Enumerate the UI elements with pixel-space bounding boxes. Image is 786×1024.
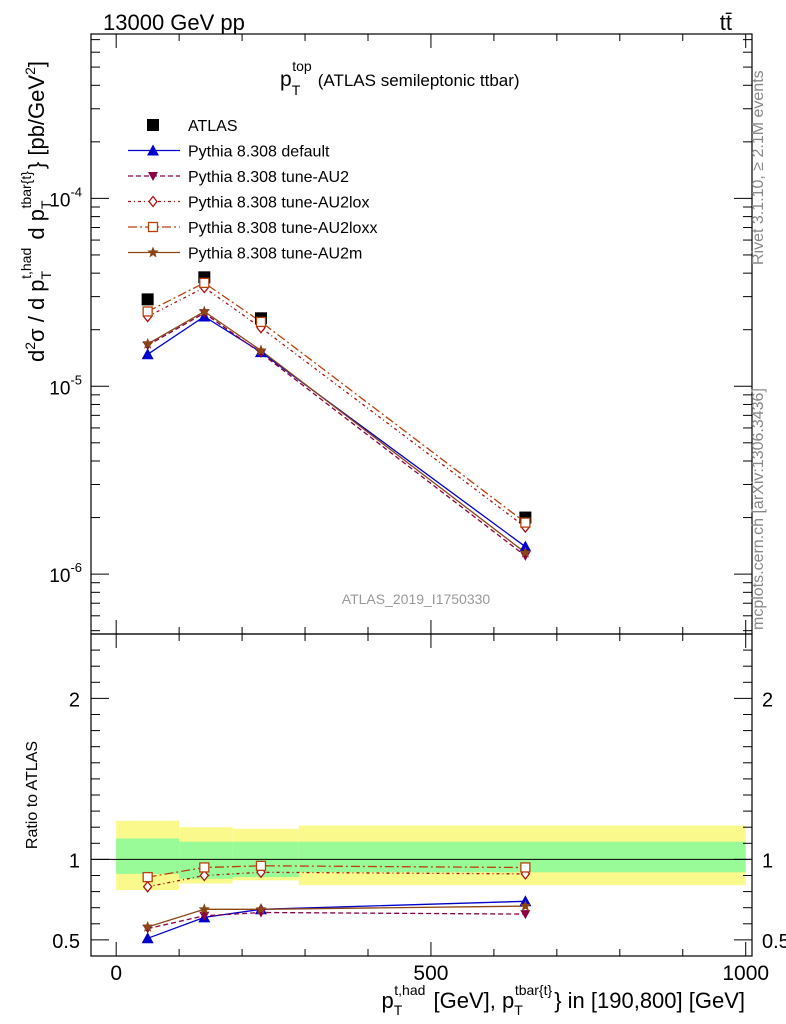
analysis-id: ATLAS_2019_I1750330 — [342, 591, 491, 607]
ratio-point-au2lox — [199, 869, 210, 882]
ratio-point-au2m — [142, 921, 154, 932]
ratio-y-tick-label-right: 0.5 — [762, 931, 786, 953]
legend-marker-au2 — [148, 172, 158, 181]
ratio-point-au2m — [198, 903, 210, 915]
data-point-au2m — [255, 344, 267, 356]
legend-marker-au2m — [147, 246, 159, 258]
ratio-y-tick-label-right: 2 — [762, 689, 773, 711]
process-label: tt̄ — [720, 10, 732, 35]
ratio-panel: 0 500 1000 0.5 0.5 1 1 2 2 — [52, 633, 786, 985]
ratio-point-au2loxx — [255, 860, 267, 871]
legend: ATLAS Pythia 8.308 default Pythia 8.308 tu… — [128, 118, 377, 263]
series-line-au2lox — [147, 286, 526, 528]
series-line-au2 — [147, 312, 526, 557]
x-tick-label: 0 — [110, 962, 122, 985]
ratio-band-inner — [116, 838, 180, 874]
x-tick-label: 500 — [413, 962, 448, 985]
ratio-point-au2m — [255, 903, 267, 915]
y-tick-label: 10-5 — [49, 372, 82, 399]
main-panel: pTtop (ATLAS semileptonic ttbar) ATLAS Pyt… — [49, 33, 753, 635]
mcplots-label: mcplots.cern.ch [arXiv:1306.3436] — [750, 388, 767, 630]
data-point-default — [141, 348, 154, 360]
y-tick-label: 10-4 — [49, 184, 82, 211]
data-point-au2loxx — [199, 277, 210, 289]
ratio-y-tick-label: 0.5 — [52, 931, 80, 953]
ratio-point-au2lox — [142, 880, 153, 893]
ratio-y-tick-label: 1 — [69, 850, 80, 872]
legend-label-au2: Pythia 8.308 tune-AU2 — [188, 169, 349, 186]
energy-label: 13000 GeV pp — [103, 10, 245, 35]
series-line-au2loxx — [147, 282, 526, 524]
ratio-y-tick-label-right: 1 — [762, 850, 773, 872]
ratio-line-au2lox — [147, 871, 526, 888]
data-point-au2m — [142, 337, 154, 349]
data-point-au2loxx — [255, 316, 267, 328]
ratio-line-au2m — [147, 905, 526, 928]
ratio-point-au2m — [519, 900, 532, 911]
legend-label-atlas: ATLAS — [188, 118, 238, 135]
legend-marker-atlas — [147, 119, 159, 131]
ratio-y-axis-title: Ratio to ATLAS — [24, 741, 41, 849]
main-y-axis-title: d2σ / d pTt,had d pTtbar{t}} [pb/GeV2] — [18, 61, 54, 362]
ratio-point-au2 — [520, 910, 531, 920]
plot-title-rest: (ATLAS semileptonic ttbar) — [318, 71, 520, 90]
series-line-au2m — [147, 310, 526, 554]
legend-marker-au2loxx — [147, 221, 159, 233]
data-point-au2loxx — [142, 306, 153, 317]
ratio-point-au2loxx — [520, 862, 531, 873]
plot-title-p: p — [280, 68, 292, 91]
legend-label-au2m: Pythia 8.308 tune-AU2m — [188, 246, 362, 263]
ratio-point-au2loxx — [142, 871, 153, 883]
legend-label-default: Pythia 8.308 default — [188, 144, 330, 161]
ratio-point-au2loxx — [199, 862, 210, 873]
ratio-y-tick-label: 2 — [69, 689, 80, 711]
legend-marker-au2lox — [148, 195, 158, 208]
data-point-atlas — [141, 293, 154, 306]
plot-title: pTtop (ATLAS semileptonic ttbar) — [280, 58, 520, 98]
data-point-default — [519, 540, 532, 552]
series-line-default — [147, 315, 526, 548]
x-axis-title: pTt,had [GeV], pTtbar{t}} in [190,800] [… — [381, 982, 745, 1018]
ratio-point-au2 — [199, 911, 210, 921]
legend-label-au2lox: Pythia 8.308 tune-AU2lox — [188, 195, 369, 212]
x-tick-label: 1000 — [722, 962, 769, 985]
plot-title-sup: top — [292, 58, 312, 74]
legend-marker-default — [147, 144, 159, 156]
y-tick-label: 10-6 — [49, 560, 82, 587]
data-point-au2m — [519, 546, 532, 558]
data-point-au2loxx — [520, 517, 531, 528]
rivet-label: Rivet 3.1.10, ≥ 2.1M events — [750, 70, 767, 265]
legend-label-au2loxx: Pythia 8.308 tune-AU2loxx — [188, 220, 377, 237]
ratio-line-default — [147, 900, 526, 939]
plot-title-sub: T — [292, 82, 301, 98]
ratio-point-default — [141, 932, 154, 944]
ratio-line-au2loxx — [147, 865, 526, 878]
data-point-au2m — [198, 305, 210, 317]
